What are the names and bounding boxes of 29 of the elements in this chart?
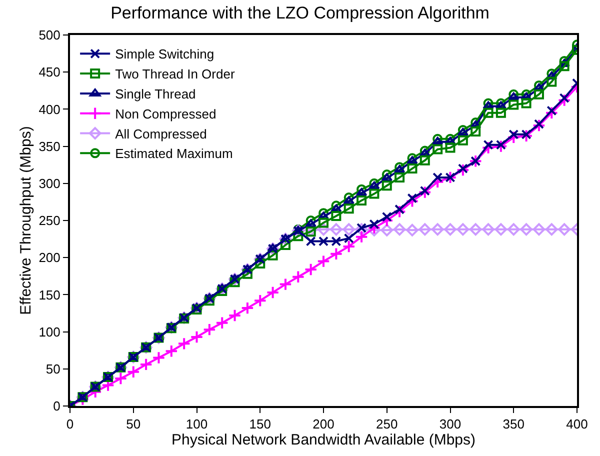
x-tick-label: 300 <box>439 416 462 432</box>
x-tick-label: 150 <box>249 416 271 432</box>
y-tick-label: 300 <box>38 176 60 191</box>
legend-label: Two Thread In Order <box>115 66 236 82</box>
x-axis-title: Physical Network Bandwidth Available (Mbps) <box>171 432 476 449</box>
y-tick-label: 150 <box>38 287 60 302</box>
y-tick-label: 350 <box>38 138 60 154</box>
y-tick-label: 50 <box>46 361 60 376</box>
x-tick-label: 50 <box>126 416 141 432</box>
y-tick-label: 250 <box>38 213 60 228</box>
x-tick-label: 250 <box>376 416 398 432</box>
legend-label: Estimated Maximum <box>115 146 233 162</box>
legend-label: All Compressed <box>115 126 207 142</box>
x-tick-label: 350 <box>502 416 524 432</box>
x-tick-label: 0 <box>66 416 74 432</box>
x-tick-label: 100 <box>186 416 208 432</box>
y-tick-label: 100 <box>38 324 60 340</box>
legend-label: Non Compressed <box>115 106 216 122</box>
y-tick-label: 200 <box>38 250 60 266</box>
x-tick-label: 200 <box>312 416 334 432</box>
chart-title: Performance with the LZO Compression Algorithm <box>110 4 490 23</box>
y-tick-label: 500 <box>38 28 60 43</box>
y-tick-label: 450 <box>38 64 60 80</box>
y-tick-label: 400 <box>38 102 60 117</box>
x-tick-label: 400 <box>566 416 588 432</box>
legend-label: Single Thread <box>115 86 196 102</box>
y-tick-label: 0 <box>53 398 60 414</box>
legend-label: Simple Switching <box>115 46 214 62</box>
y-axis-title: Effective Throughput (Mbps) <box>17 126 34 315</box>
